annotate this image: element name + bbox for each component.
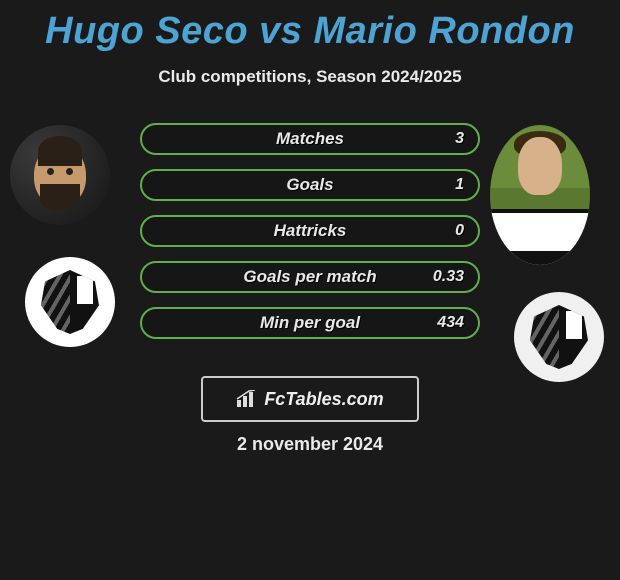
player-left-avatar [10,125,110,225]
shield-icon [41,270,99,334]
brand-text: FcTables.com [264,389,383,410]
page-title: Hugo Seco vs Mario Rondon [0,0,620,53]
stat-value: 434 [437,314,464,332]
stat-row: Goals 1 [140,169,480,201]
bar-chart-icon [236,390,258,408]
stat-label: Matches [276,129,344,149]
player-right-avatar [490,125,590,265]
stats-list: Matches 3 Goals 1 Hattricks 0 Goals per … [140,123,480,353]
stat-value: 0.33 [433,268,464,286]
stat-label: Hattricks [274,221,347,241]
stat-value: 1 [455,176,464,194]
stat-value: 0 [455,222,464,240]
stat-label: Goals [286,175,333,195]
club-badge-left [25,257,115,347]
face-icon [34,144,86,206]
subtitle: Club competitions, Season 2024/2025 [0,67,620,87]
club-badge-right [514,292,604,382]
stat-row: Hattricks 0 [140,215,480,247]
stat-value: 3 [455,130,464,148]
stat-row: Matches 3 [140,123,480,155]
stat-label: Goals per match [243,267,376,287]
stat-row: Min per goal 434 [140,307,480,339]
shield-icon [530,305,588,369]
stat-label: Min per goal [260,313,360,333]
stat-row: Goals per match 0.33 [140,261,480,293]
brand-badge: FcTables.com [201,376,419,422]
date-text: 2 november 2024 [0,434,620,455]
